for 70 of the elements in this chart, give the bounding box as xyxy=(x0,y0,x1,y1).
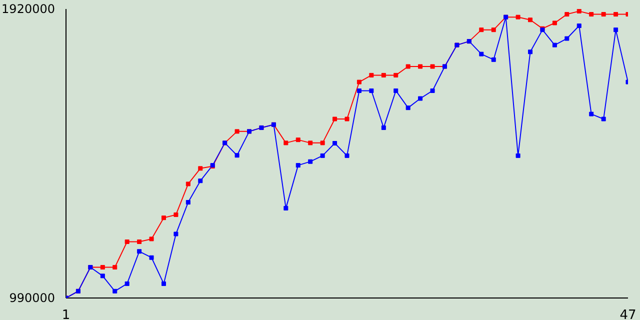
point xyxy=(112,288,118,294)
point xyxy=(296,163,300,168)
y-tick-label: 1920000 xyxy=(2,2,55,16)
point xyxy=(234,129,240,134)
point xyxy=(149,236,154,242)
point xyxy=(601,116,606,122)
point xyxy=(430,64,435,69)
point xyxy=(381,72,386,78)
point xyxy=(100,264,105,270)
point xyxy=(394,72,398,78)
point xyxy=(356,88,362,93)
point xyxy=(406,106,410,110)
point xyxy=(418,96,423,101)
point xyxy=(332,140,338,146)
point xyxy=(344,153,350,158)
point xyxy=(284,206,288,210)
point xyxy=(369,72,374,78)
point xyxy=(418,64,423,69)
x-tick-label: 47 xyxy=(620,308,636,320)
point xyxy=(356,80,362,84)
point xyxy=(394,88,398,93)
point xyxy=(381,125,386,130)
point xyxy=(479,28,484,32)
point xyxy=(174,212,178,217)
point xyxy=(344,116,350,122)
point xyxy=(308,140,313,146)
point xyxy=(479,52,484,56)
point xyxy=(406,64,410,69)
point xyxy=(320,140,325,146)
point xyxy=(186,200,190,205)
point xyxy=(161,281,166,286)
point xyxy=(308,159,313,164)
point xyxy=(112,264,118,270)
point xyxy=(614,28,618,32)
point xyxy=(161,216,166,220)
point xyxy=(614,12,618,17)
x-tick-label: 1 xyxy=(62,308,70,320)
point xyxy=(589,112,594,116)
point xyxy=(576,9,582,14)
point xyxy=(137,240,142,244)
point xyxy=(124,240,130,244)
point xyxy=(564,12,570,17)
point xyxy=(332,116,338,122)
point xyxy=(186,182,190,186)
y-tick-label: 990000 xyxy=(9,291,55,306)
point xyxy=(528,18,533,22)
point xyxy=(284,140,288,146)
point xyxy=(100,274,105,278)
point xyxy=(564,36,570,41)
point xyxy=(528,50,533,54)
point xyxy=(149,255,154,260)
point xyxy=(234,153,240,158)
point xyxy=(198,166,203,171)
point xyxy=(430,88,435,93)
point xyxy=(369,88,374,93)
point xyxy=(516,153,520,158)
point xyxy=(576,24,582,28)
point xyxy=(296,138,300,142)
point xyxy=(601,12,606,17)
point xyxy=(516,14,520,20)
point xyxy=(552,42,557,48)
point xyxy=(491,28,496,32)
point xyxy=(174,232,178,236)
point xyxy=(552,20,557,26)
point xyxy=(589,12,594,17)
point xyxy=(137,249,142,254)
point xyxy=(491,57,496,62)
point xyxy=(320,153,325,158)
point xyxy=(198,178,203,184)
point xyxy=(124,281,130,286)
